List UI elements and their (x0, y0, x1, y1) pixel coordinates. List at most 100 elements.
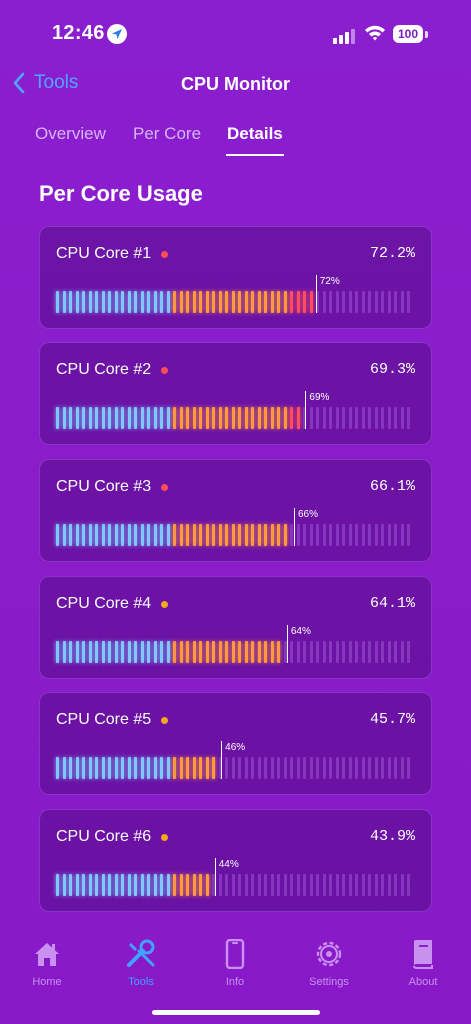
back-button[interactable]: Tools (12, 72, 78, 94)
usage-bar-segment (283, 757, 287, 779)
core-card: CPU Core #2 69.3% 69% (39, 342, 432, 445)
tabbar-settings[interactable]: Settings (294, 938, 364, 988)
usage-bar-segment (296, 524, 300, 546)
core-card: CPU Core #1 72.2% 72% (39, 226, 432, 329)
tabbar-about[interactable]: About (388, 938, 458, 988)
usage-bar-segment (153, 291, 157, 313)
usage-bar-segment (322, 407, 326, 429)
usage-bar-segment (205, 524, 209, 546)
core-usage-value: 45.7% (369, 711, 415, 728)
usage-bar-segment (82, 874, 85, 896)
usage-bar-segment (335, 757, 339, 779)
usage-bar-segment (361, 874, 365, 896)
usage-bar-segment (147, 291, 150, 313)
tab-overview[interactable]: Overview (35, 124, 106, 143)
usage-bar: 66% (56, 508, 413, 546)
usage-bar-segment (348, 407, 352, 429)
usage-bar-segment (342, 524, 345, 546)
usage-bar-segment (355, 874, 358, 896)
usage-bar-segment (283, 641, 287, 663)
usage-bar-segment (290, 641, 293, 663)
usage-bar-segment (134, 757, 137, 779)
usage-bar-segment (192, 407, 196, 429)
usage-bar-segment (361, 524, 365, 546)
usage-bar-segment (134, 641, 137, 663)
usage-bar-segment (368, 757, 371, 779)
usage-bar-segment (179, 407, 183, 429)
tabbar-tools[interactable]: Tools (106, 938, 176, 988)
usage-bar-segment (75, 407, 79, 429)
core-name: CPU Core #6 (56, 828, 152, 845)
usage-bar-segment (374, 407, 378, 429)
usage-bar-segment (134, 524, 137, 546)
usage-bar-segment (238, 757, 241, 779)
usage-bar-segment (290, 407, 293, 429)
tabbar-home[interactable]: Home (12, 938, 82, 988)
usage-bar-segment (394, 524, 397, 546)
usage-bar-segment (381, 291, 384, 313)
usage-bar-segment (108, 641, 111, 663)
usage-bar-segment (387, 757, 391, 779)
usage-marker-label: 69% (309, 392, 330, 403)
usage-bar-segment (394, 291, 397, 313)
usage-bar-segment (407, 524, 410, 546)
usage-bar-segment (166, 291, 170, 313)
active-tab-underline (226, 154, 284, 156)
usage-bar-segment (244, 757, 248, 779)
usage-bar-segment (192, 291, 196, 313)
usage-bar-segment (75, 291, 79, 313)
usage-bar-segment (277, 874, 280, 896)
core-name: CPU Core #5 (56, 711, 152, 728)
usage-bar-segment (342, 874, 345, 896)
usage-bar-segment (69, 874, 72, 896)
usage-bar-segment (374, 524, 378, 546)
usage-bar-segment (199, 291, 202, 313)
usage-bar-segment (62, 641, 66, 663)
usage-bar-segment (186, 874, 189, 896)
usage-bar-segment (231, 757, 235, 779)
core-card: CPU Core #5 45.7% 46% (39, 692, 432, 795)
usage-bar-segment (192, 874, 196, 896)
usage-bar-segment (329, 757, 332, 779)
tabbar-info[interactable]: Info (200, 938, 270, 988)
usage-bar-segment (264, 524, 267, 546)
usage-bar-segment (251, 407, 254, 429)
usage-bar-segment (381, 641, 384, 663)
usage-bar-segment (127, 407, 131, 429)
usage-bar-segment (114, 524, 118, 546)
usage-bar-segment (283, 874, 287, 896)
tab-per-core[interactable]: Per Core (133, 124, 202, 143)
tab-details[interactable]: Details (227, 124, 283, 143)
usage-bar-segment (225, 874, 228, 896)
usage-marker-label: 64% (290, 626, 311, 637)
usage-bar-segment (147, 874, 150, 896)
usage-bar-segment (173, 757, 176, 779)
page-title: CPU Monitor (181, 74, 290, 94)
usage-bar-segment (75, 524, 79, 546)
usage-bar-segment (238, 874, 241, 896)
usage-bar: 64% (56, 625, 413, 663)
usage-bar-segment (199, 524, 202, 546)
gear-icon (316, 941, 342, 967)
usage-bar-segment (134, 407, 137, 429)
usage-bar-segment (56, 291, 59, 313)
usage-bar-segment (296, 757, 300, 779)
usage-bar-segment (82, 524, 85, 546)
usage-bar-segment (394, 874, 397, 896)
core-name: CPU Core #4 (56, 595, 152, 612)
usage-bar-segment (329, 291, 332, 313)
usage-bar-segment (95, 524, 98, 546)
usage-bar-segment (62, 291, 66, 313)
usage-bar-segment (316, 524, 319, 546)
usage-bar-segment (303, 641, 306, 663)
usage-bar-segment (270, 874, 274, 896)
usage-bar-segment (192, 641, 196, 663)
usage-bar-segment (114, 757, 118, 779)
usage-bar-segment (186, 757, 189, 779)
usage-bar-segment (166, 874, 170, 896)
usage-bar-segment (283, 291, 287, 313)
usage-bar-segment (290, 524, 293, 546)
usage-bar-segment (127, 641, 131, 663)
usage-bar-segment (218, 524, 222, 546)
cellular-signal-icon (333, 28, 357, 44)
